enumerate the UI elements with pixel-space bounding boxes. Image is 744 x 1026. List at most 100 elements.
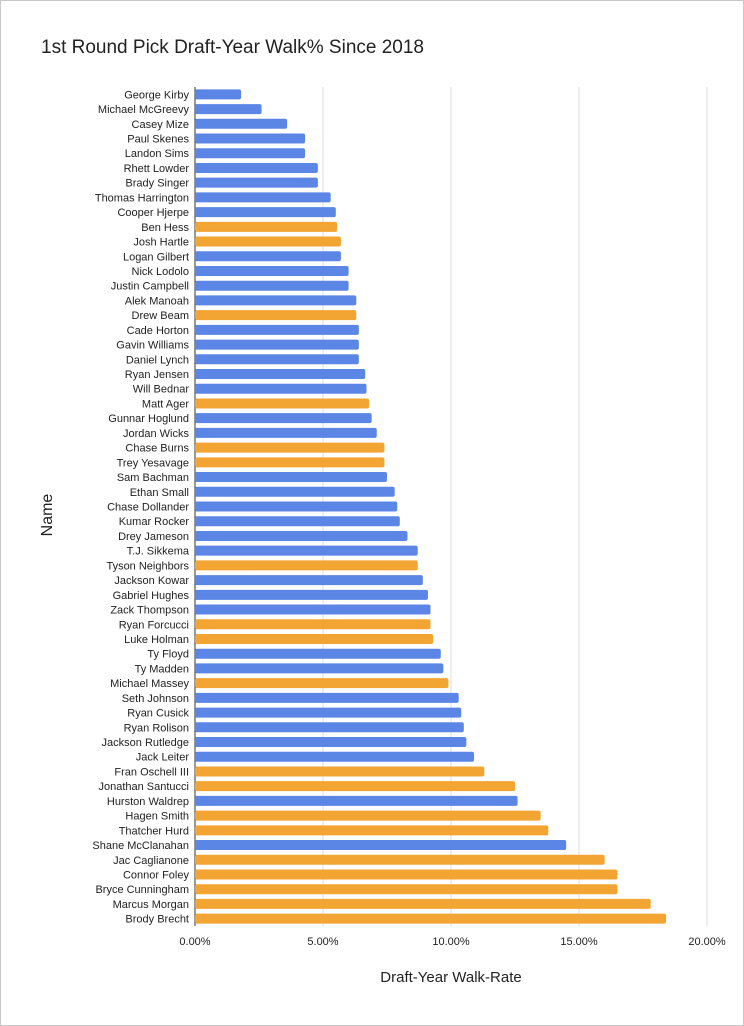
bar bbox=[195, 663, 444, 674]
bar bbox=[195, 192, 331, 203]
bar bbox=[195, 633, 434, 644]
bar bbox=[195, 369, 366, 380]
category-label: Michael Massey bbox=[110, 678, 189, 690]
category-label: Justin Campbell bbox=[111, 281, 189, 293]
bar bbox=[195, 280, 349, 291]
category-label: Gabriel Hughes bbox=[113, 590, 190, 602]
bar bbox=[195, 354, 359, 365]
bar bbox=[195, 898, 651, 909]
category-label: Zack Thompson bbox=[110, 605, 189, 617]
category-label: Chase Burns bbox=[125, 443, 189, 455]
category-label: Gavin Williams bbox=[116, 340, 189, 352]
category-label: Jac Caglianone bbox=[113, 855, 189, 867]
bar bbox=[195, 383, 367, 394]
bar bbox=[195, 162, 318, 173]
category-label: Thatcher Hurd bbox=[119, 825, 189, 837]
bar bbox=[195, 560, 418, 571]
bar bbox=[195, 795, 518, 806]
bar bbox=[195, 648, 441, 659]
category-label: Connor Foley bbox=[123, 869, 190, 881]
category-label: Ryan Rolison bbox=[124, 722, 189, 734]
bar bbox=[195, 177, 318, 188]
bar bbox=[195, 486, 395, 497]
bar bbox=[195, 207, 336, 218]
category-label: Jack Leiter bbox=[136, 752, 190, 764]
category-label: Cade Horton bbox=[127, 325, 189, 337]
category-label: Drew Beam bbox=[132, 310, 189, 322]
bar bbox=[195, 104, 262, 115]
bar bbox=[195, 751, 475, 762]
bar bbox=[195, 722, 464, 733]
bar bbox=[195, 236, 341, 247]
bar bbox=[195, 545, 418, 556]
x-tick-label: 5.00% bbox=[307, 936, 338, 948]
category-label: Ryan Cusick bbox=[127, 708, 189, 720]
category-label: Jonathan Santucci bbox=[98, 781, 189, 793]
x-tick-label: 10.00% bbox=[432, 936, 470, 948]
category-label: Drey Jameson bbox=[118, 531, 189, 543]
bar bbox=[195, 604, 431, 615]
category-label: Nick Lodolo bbox=[132, 266, 189, 278]
x-tick-label: 20.00% bbox=[688, 936, 726, 948]
category-label: Marcus Morgan bbox=[113, 899, 189, 911]
bar bbox=[195, 89, 242, 100]
bar bbox=[195, 413, 372, 424]
bar bbox=[195, 339, 359, 350]
category-label: Ryan Forcucci bbox=[119, 619, 189, 631]
category-label: Brady Singer bbox=[125, 178, 189, 190]
category-label: Ryan Jensen bbox=[125, 369, 189, 381]
category-label: Ben Hess bbox=[141, 222, 189, 234]
category-label: Jackson Kowar bbox=[114, 575, 189, 587]
bar bbox=[195, 707, 462, 718]
category-label: Jackson Rutledge bbox=[102, 737, 189, 749]
bar bbox=[195, 398, 370, 409]
bar bbox=[195, 530, 408, 541]
bar bbox=[195, 295, 357, 306]
bar bbox=[195, 442, 385, 453]
bar bbox=[195, 810, 541, 821]
bar bbox=[195, 589, 428, 600]
category-label: Kumar Rocker bbox=[119, 516, 190, 528]
bar bbox=[195, 516, 400, 527]
bar bbox=[195, 472, 387, 483]
category-label: Thomas Harrington bbox=[95, 192, 189, 204]
bar bbox=[195, 692, 459, 703]
bar bbox=[195, 310, 357, 321]
category-label: Alek Manoah bbox=[125, 295, 189, 307]
chart-title: 1st Round Pick Draft-Year Walk% Since 20… bbox=[41, 37, 424, 58]
category-label: Ethan Small bbox=[130, 487, 189, 499]
bars bbox=[195, 89, 667, 924]
category-label: Trey Yesavage bbox=[117, 457, 189, 469]
category-label: Cooper Hjerpe bbox=[117, 207, 189, 219]
bar bbox=[195, 737, 467, 748]
x-tick-labels: 0.00% 5.00% 10.00% 15.00% 20.00% bbox=[179, 936, 725, 948]
category-label: Rhett Lowder bbox=[124, 163, 190, 175]
bar bbox=[195, 133, 306, 144]
category-label: Hagen Smith bbox=[125, 811, 189, 823]
bar bbox=[195, 884, 618, 895]
bar bbox=[195, 427, 377, 438]
bar bbox=[195, 913, 667, 924]
bar bbox=[195, 575, 423, 586]
bar bbox=[195, 840, 567, 851]
category-labels: George Kirby Michael McGreevy Casey Mize Pa… bbox=[92, 89, 189, 925]
category-label: Daniel Lynch bbox=[126, 354, 189, 366]
category-label: Ty Floyd bbox=[147, 649, 189, 661]
bar bbox=[195, 766, 485, 777]
category-label: Sam Bachman bbox=[117, 472, 189, 484]
bar bbox=[195, 457, 385, 468]
bar bbox=[195, 148, 306, 159]
category-label: Paul Skenes bbox=[127, 134, 189, 146]
x-tick-label: 0.00% bbox=[179, 936, 210, 948]
bar bbox=[195, 854, 605, 865]
bar bbox=[195, 678, 449, 689]
category-label: Tyson Neighbors bbox=[106, 560, 189, 572]
category-label: George Kirby bbox=[124, 89, 189, 101]
category-label: Chase Dollander bbox=[107, 502, 189, 514]
category-label: Hurston Waldrep bbox=[107, 796, 189, 808]
category-label: Logan Gilbert bbox=[123, 251, 189, 263]
category-label: Fran Oschell III bbox=[114, 766, 189, 778]
category-label: Will Bednar bbox=[133, 384, 190, 396]
